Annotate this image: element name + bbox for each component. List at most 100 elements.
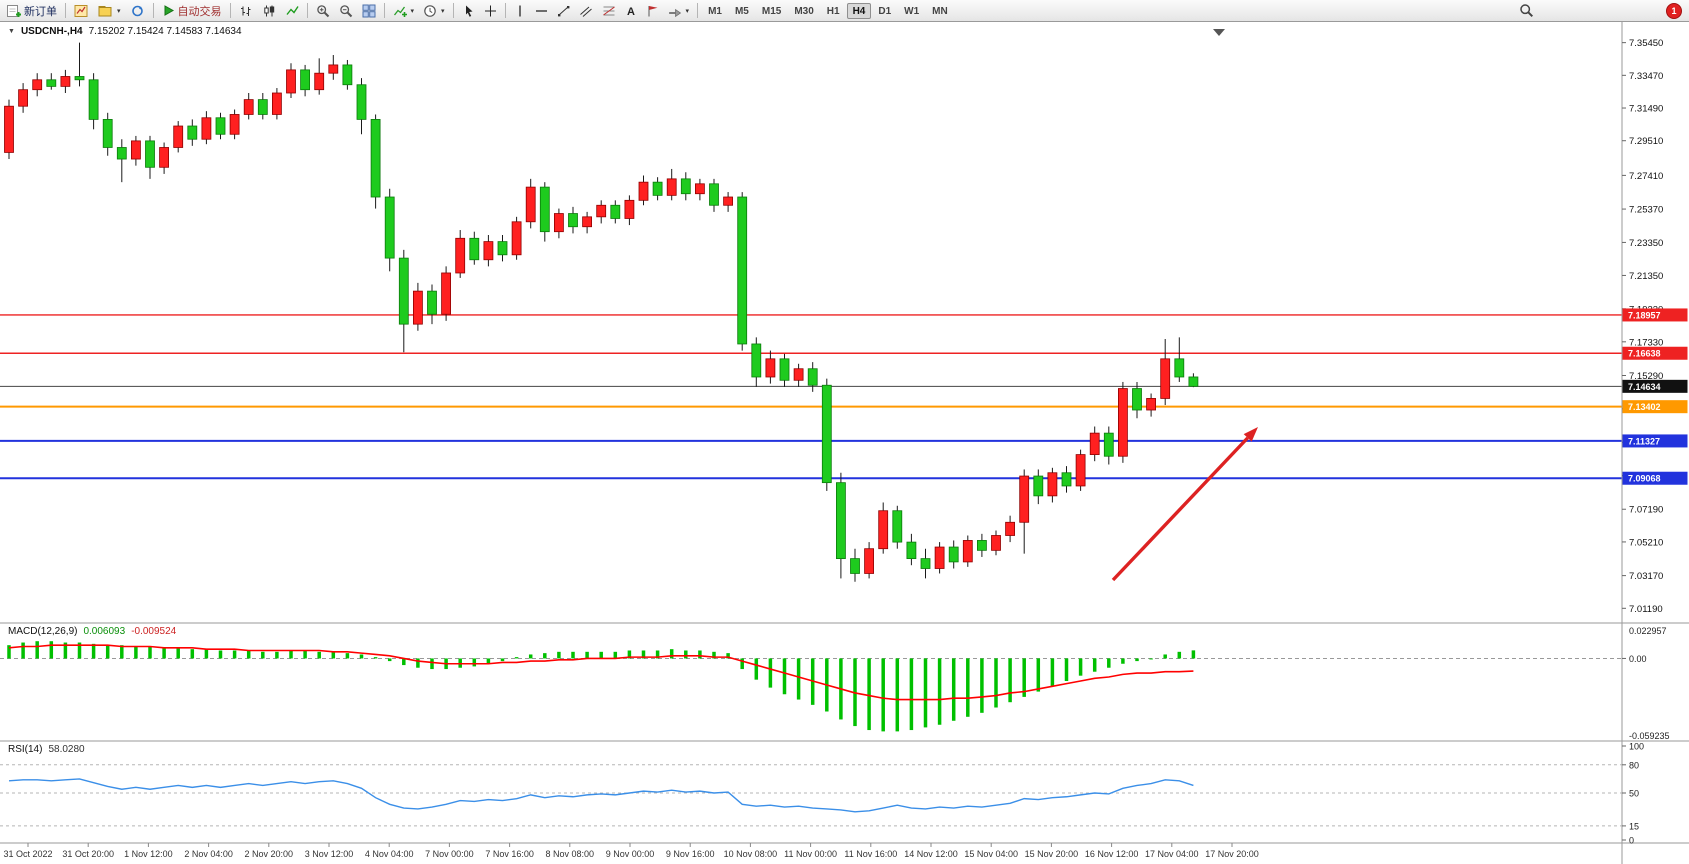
vertical-line-button[interactable] [510, 2, 530, 20]
autotrading-label: 自动交易 [177, 5, 222, 18]
macd-histogram-bar [402, 658, 406, 666]
macd-histogram-bar [543, 653, 547, 659]
macd-scale-zero: 0.00 [1629, 654, 1647, 664]
search-button[interactable] [1515, 2, 1538, 20]
timeframe-W1-button[interactable]: W1 [898, 3, 925, 19]
new-order-button[interactable]: 新订单 [3, 2, 61, 20]
time-tick-label: 9 Nov 16:00 [666, 849, 715, 859]
dropdown-caret-icon: ▾ [410, 7, 415, 15]
candle-body [398, 257, 409, 325]
macd-histogram-bar [134, 646, 138, 659]
arrow-shape-icon [668, 8, 681, 17]
timeframe-M15-button[interactable]: M15 [756, 3, 787, 19]
crosshair-button[interactable] [480, 2, 501, 20]
macd-histogram-bar [1092, 658, 1097, 672]
cursor-button[interactable] [458, 2, 479, 20]
timeframe-D1-button[interactable]: D1 [872, 3, 897, 19]
timeframe-M5-button[interactable]: M5 [729, 3, 755, 19]
bar-chart-button[interactable] [235, 2, 257, 20]
candle-body [1047, 472, 1058, 497]
zoom-in-button[interactable] [312, 2, 334, 20]
dropdown-caret-icon: ▾ [117, 7, 121, 15]
time-tick-label: 2 Nov 20:00 [245, 849, 294, 859]
trend-arrow-line[interactable] [1111, 436, 1249, 582]
dropdown-caret-icon: ▾ [685, 7, 690, 15]
fibonacci-button[interactable] [598, 2, 620, 20]
candle-body [934, 546, 945, 569]
candle-body [751, 343, 762, 378]
line-chart-button[interactable] [281, 2, 303, 20]
macd-histogram-bar [387, 658, 392, 662]
macd-histogram-bar [416, 658, 420, 668]
tile-windows-button[interactable] [358, 2, 380, 20]
candle-body [638, 181, 649, 201]
candle-body [737, 196, 748, 345]
macd-histogram-bar [500, 658, 505, 662]
toolbar-separator [504, 3, 506, 18]
macd-histogram-bar [1191, 650, 1196, 659]
trendline-button[interactable] [553, 2, 574, 20]
periods-button[interactable]: ▾ [419, 2, 449, 20]
zoom-out-button[interactable] [335, 2, 357, 20]
timeframe-H1-button[interactable]: H1 [821, 3, 846, 19]
macd-scale-min: -0.059235 [1629, 731, 1670, 741]
macd-histogram-bar [148, 646, 152, 659]
new-chart-button[interactable] [70, 2, 93, 20]
time-tick-label: 9 Nov 00:00 [606, 849, 655, 859]
time-axis[interactable] [27, 843, 1233, 847]
macd-histogram-bar [923, 658, 928, 728]
macd-histogram-bar [275, 651, 279, 659]
macd-histogram-bar [190, 649, 195, 659]
macd-histogram-bar [669, 649, 674, 659]
clock-icon [424, 4, 436, 17]
candle-body [441, 272, 452, 315]
profiles-button[interactable]: ▾ [94, 2, 125, 20]
timeframe-H4-button[interactable]: H4 [846, 2, 872, 19]
rsi-scale-label: 100 [1629, 742, 1644, 752]
toolbar-separator [306, 3, 308, 18]
refresh-button[interactable] [126, 2, 149, 20]
time-tick-label: 14 Nov 12:00 [904, 849, 958, 859]
macd-histogram-bar [726, 653, 730, 659]
candle-body [88, 79, 99, 120]
candle-body [695, 183, 705, 195]
macd-histogram-bar [782, 658, 787, 695]
candle-body [286, 69, 296, 94]
chart-menu-arrow-icon[interactable]: ▼ [8, 28, 15, 35]
channel-button[interactable] [575, 2, 597, 20]
macd-histogram-bar [951, 658, 956, 721]
macd-scale-max: 0.022957 [1629, 626, 1667, 636]
timeframe-M1-button[interactable]: M1 [702, 3, 728, 19]
candle-body [1118, 388, 1128, 457]
candle-body [892, 510, 903, 543]
candle-body [920, 558, 931, 569]
bar-chart-icon [240, 6, 251, 16]
candlestick-chart-button[interactable] [258, 2, 280, 20]
text-label-button[interactable] [642, 2, 663, 20]
macd-histogram-bar [105, 645, 110, 659]
rsi-value: 58.0280 [48, 744, 85, 755]
toolbar-separator [152, 3, 154, 18]
candle-body [257, 99, 268, 115]
macd-histogram-bar [895, 658, 900, 732]
macd-histogram-bar [317, 651, 321, 659]
chart-shift-marker[interactable] [1213, 29, 1225, 36]
price-tick-label: 7.23350 [1629, 238, 1663, 249]
price-tick-label: 7.15290 [1629, 371, 1663, 382]
candle-body [187, 125, 198, 140]
timeframe-M30-button[interactable]: M30 [788, 3, 819, 19]
text-button[interactable]: A [621, 2, 641, 20]
timeframe-MN-button[interactable]: MN [926, 3, 954, 19]
macd-histogram-bar [698, 650, 702, 659]
rsi-scale-label: 50 [1629, 789, 1639, 799]
notification-badge[interactable]: 1 [1666, 2, 1682, 19]
shapes-button[interactable]: ▾ [664, 2, 694, 20]
candle-body [652, 181, 663, 196]
autotrading-button[interactable]: 自动交易 [158, 2, 226, 20]
rsi-scale-label: 15 [1629, 821, 1639, 831]
time-tick-label: 15 Nov 20:00 [1025, 849, 1079, 859]
indicators-button[interactable]: ▾ [389, 2, 419, 20]
candle-body [525, 186, 536, 223]
horizontal-line-button[interactable] [531, 2, 552, 20]
